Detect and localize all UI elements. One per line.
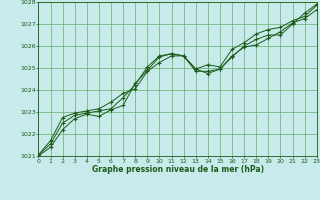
X-axis label: Graphe pression niveau de la mer (hPa): Graphe pression niveau de la mer (hPa): [92, 165, 264, 174]
